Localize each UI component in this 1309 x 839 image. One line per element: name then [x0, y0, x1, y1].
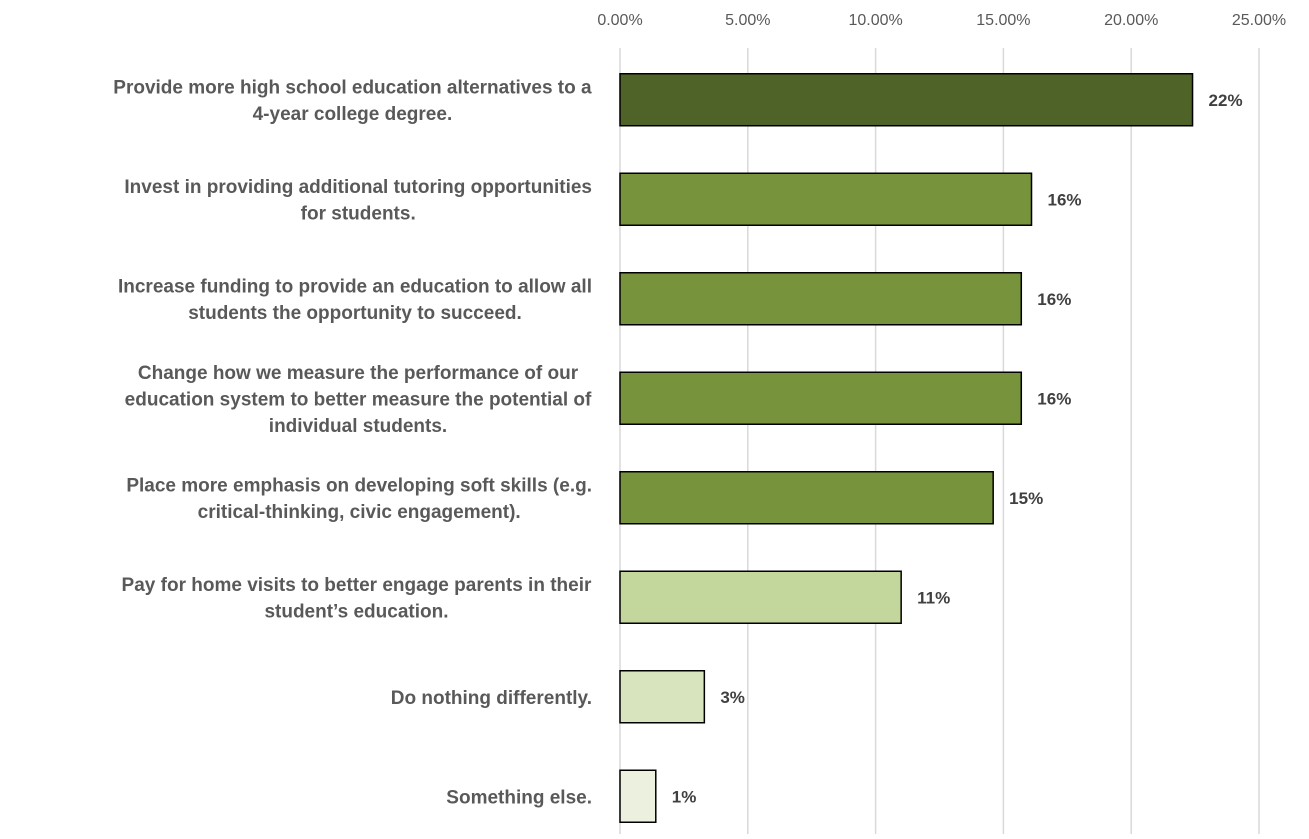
category-label-line: Provide more high school education alter… [113, 78, 592, 99]
bar [619, 670, 706, 724]
category-label-line: education system to better measure the p… [125, 389, 592, 410]
category-label: Invest in providing additional tutoring … [124, 177, 592, 225]
category-label-line: Do nothing differently. [391, 688, 592, 709]
bar [619, 570, 902, 624]
data-label: 16% [1037, 389, 1071, 408]
data-label: 16% [1048, 190, 1082, 209]
category-label: Pay for home visits to better engage par… [122, 575, 592, 623]
category-label: Increase funding to provide an education… [118, 277, 592, 325]
category-label-line: 4-year college degree. [253, 104, 453, 125]
category-label: Provide more high school education alter… [113, 78, 592, 126]
bar [619, 371, 1023, 425]
category-label-line: Place more emphasis on developing soft s… [126, 476, 592, 497]
category-labels: Provide more high school education alter… [113, 78, 592, 809]
x-tick-label: 20.00% [1104, 12, 1158, 29]
x-axis-tick-labels: 0.00% 5.00% 10.00% 15.00% 20.00% 25.00% [597, 12, 1286, 29]
x-tick-label: 5.00% [725, 12, 770, 29]
category-label-line: Something else. [446, 787, 592, 808]
x-tick-label: 0.00% [597, 12, 642, 29]
data-label: 1% [672, 787, 697, 806]
data-label: 22% [1209, 91, 1243, 110]
category-label-line: critical-thinking, civic engagement). [198, 502, 521, 523]
bar [619, 73, 1194, 127]
category-label: Something else. [446, 787, 592, 808]
data-label: 11% [917, 588, 950, 607]
category-label-line: individual students. [269, 416, 447, 437]
category-label-line: Change how we measure the performance of… [138, 363, 579, 384]
x-tick-label: 15.00% [976, 12, 1030, 29]
data-label: 16% [1037, 290, 1071, 309]
bar [619, 272, 1023, 326]
data-label: 3% [720, 688, 745, 707]
data-labels: 22% 16% 16% 16% 15% 11% 3% 1% [672, 91, 1243, 807]
category-label-line: student’s education. [264, 602, 448, 623]
bars [619, 73, 1194, 823]
category-label-line: Invest in providing additional tutoring … [124, 177, 592, 198]
category-label: Do nothing differently. [391, 688, 592, 709]
bar [619, 769, 657, 823]
category-label: Place more emphasis on developing soft s… [126, 476, 592, 524]
category-label-line: students the opportunity to succeed. [188, 303, 522, 324]
x-tick-label: 10.00% [848, 12, 902, 29]
gridlines [619, 48, 1260, 834]
data-label: 15% [1009, 489, 1043, 508]
category-label-line: Increase funding to provide an education… [118, 277, 592, 298]
bar [619, 471, 994, 525]
category-label-line: for students. [301, 204, 416, 225]
x-tick-label: 25.00% [1232, 12, 1286, 29]
category-label-line: Pay for home visits to better engage par… [122, 575, 592, 596]
category-label: Change how we measure the performance of… [125, 363, 592, 437]
bar [619, 172, 1033, 226]
